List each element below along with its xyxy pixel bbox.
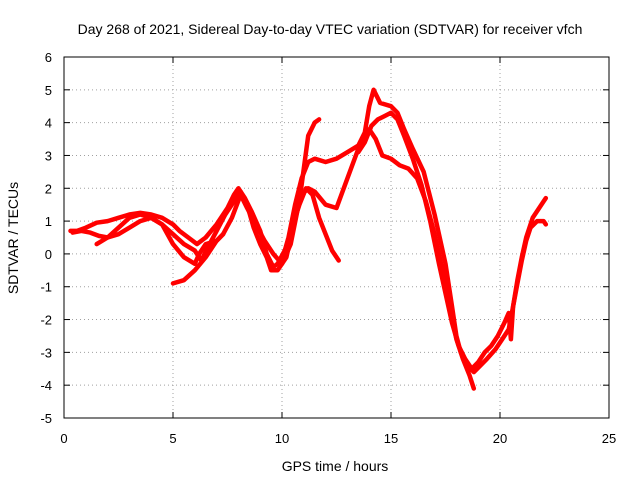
y-tick-label: 5 xyxy=(45,83,52,98)
y-tick-labels: -5 -4 -3 -2 -1 0 1 2 3 4 5 6 xyxy=(40,50,52,426)
axis-ticks xyxy=(63,56,610,419)
series-line-2 xyxy=(70,117,322,273)
x-axis-label: GPS time / hours xyxy=(282,458,389,474)
y-tick-label: -1 xyxy=(40,280,52,295)
x-tick-label: 0 xyxy=(60,431,67,446)
chart-title: Day 268 of 2021, Sidereal Day-to-day VTE… xyxy=(78,21,583,37)
x-tick-label: 15 xyxy=(384,431,398,446)
y-tick-label: 6 xyxy=(45,50,52,65)
y-tick-label: -4 xyxy=(40,378,52,393)
x-tick-labels: 0 5 10 15 20 25 xyxy=(60,431,616,446)
y-tick-label: -5 xyxy=(40,411,52,426)
y-tick-label: 3 xyxy=(45,148,52,163)
data-series xyxy=(68,87,549,391)
x-tick-label: 10 xyxy=(275,431,289,446)
x-tick-label: 5 xyxy=(169,431,176,446)
y-tick-label: 1 xyxy=(45,214,52,229)
series-line-1 xyxy=(68,87,549,375)
x-tick-label: 25 xyxy=(602,431,616,446)
y-tick-label: 4 xyxy=(45,116,52,131)
plot-frame xyxy=(63,56,610,419)
series-line-4 xyxy=(170,231,226,286)
y-tick-label: -3 xyxy=(40,345,52,360)
y-tick-label: -2 xyxy=(40,313,52,328)
y-tick-label: 0 xyxy=(45,247,52,262)
x-tick-label: 20 xyxy=(493,431,507,446)
series-line-5 xyxy=(275,186,341,267)
series-line-6 xyxy=(356,110,549,372)
y-tick-label: 2 xyxy=(45,181,52,196)
y-axis-label: SDTVAR / TECUs xyxy=(5,182,21,294)
